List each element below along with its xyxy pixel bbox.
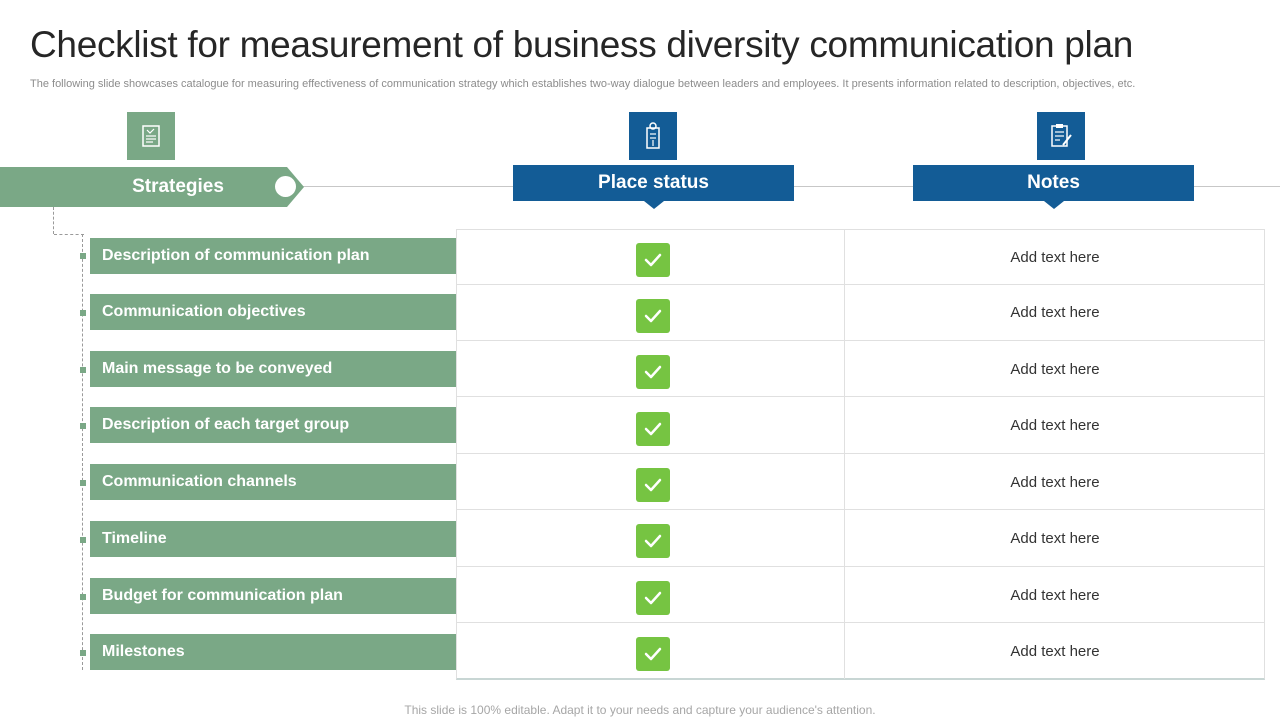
table-row-divider <box>456 453 1265 454</box>
checklist-table <box>456 229 1265 680</box>
document-icon <box>127 112 175 160</box>
place-status-header: Place status <box>513 165 794 209</box>
strategy-item: Main message to be conveyed <box>90 351 456 387</box>
id-badge-icon <box>629 112 677 160</box>
strategy-item: Communication channels <box>90 464 456 500</box>
table-row-divider <box>456 340 1265 341</box>
row-marker <box>80 423 86 429</box>
strategies-header: Strategies <box>0 167 304 207</box>
table-row-divider <box>456 509 1265 510</box>
checkmark-icon <box>636 581 670 615</box>
checkmark-icon <box>636 412 670 446</box>
checkmark-icon <box>636 524 670 558</box>
place-status-header-label: Place status <box>598 172 709 193</box>
row-marker <box>80 537 86 543</box>
note-text: Add text here <box>1010 643 1100 660</box>
table-row-divider <box>456 396 1265 397</box>
checkmark-icon <box>636 299 670 333</box>
connector-line <box>53 207 54 234</box>
notes-header-label: Notes <box>1027 172 1080 193</box>
row-marker <box>80 480 86 486</box>
row-marker <box>80 367 86 373</box>
table-column-divider <box>844 229 845 679</box>
note-text: Add text here <box>1010 361 1100 378</box>
note-text: Add text here <box>1010 474 1100 491</box>
table-row-divider <box>456 622 1265 623</box>
checkmark-icon <box>636 355 670 389</box>
strategy-item: Description of communication plan <box>90 238 456 274</box>
note-text: Add text here <box>1010 417 1100 434</box>
strategy-item: Communication objectives <box>90 294 456 330</box>
connector-line <box>54 234 84 235</box>
note-text: Add text here <box>1010 587 1100 604</box>
slide-footer: This slide is 100% editable. Adapt it to… <box>404 703 876 717</box>
slide-title: Checklist for measurement of business di… <box>30 24 1134 65</box>
strategy-item: Budget for communication plan <box>90 578 456 614</box>
note-text: Add text here <box>1010 530 1100 547</box>
strategy-item: Description of each target group <box>90 407 456 443</box>
checkmark-icon <box>636 637 670 671</box>
row-marker <box>80 650 86 656</box>
row-marker <box>80 253 86 259</box>
row-marker <box>80 594 86 600</box>
clipboard-pen-icon <box>1037 112 1085 160</box>
connector-line <box>82 234 83 670</box>
slide-subtitle: The following slide showcases catalogue … <box>30 78 1136 90</box>
strategy-item: Milestones <box>90 634 456 670</box>
notes-header: Notes <box>913 165 1194 209</box>
row-marker <box>80 310 86 316</box>
note-text: Add text here <box>1010 249 1100 266</box>
checkmark-icon <box>636 468 670 502</box>
checkmark-icon <box>636 243 670 277</box>
table-row-divider <box>456 566 1265 567</box>
strategies-header-label: Strategies <box>132 176 224 197</box>
strategy-item: Timeline <box>90 521 456 557</box>
strategies-connector-dot <box>275 176 296 197</box>
note-text: Add text here <box>1010 304 1100 321</box>
table-row-divider <box>456 284 1265 285</box>
